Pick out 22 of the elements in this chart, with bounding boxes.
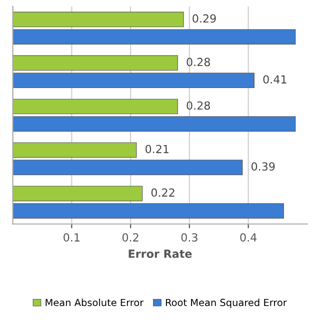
bar — [12, 55, 178, 71]
bar — [12, 98, 178, 114]
legend-label: Root Mean Squared Error — [166, 298, 287, 308]
x-tick-label: 0.1 — [64, 233, 80, 242]
data-label: 0.28 — [186, 58, 210, 66]
data-label: 0.22 — [151, 188, 174, 197]
data-label: 0.28 — [186, 101, 210, 110]
legend-label: Mean Absolute Error — [46, 298, 144, 306]
bar — [12, 12, 184, 28]
x-tick-label: 0.4 — [240, 233, 257, 242]
data-label: 0.21 — [146, 144, 168, 154]
x-axis-title: Error Rate — [128, 250, 192, 258]
bar — [12, 29, 296, 45]
data-label: 0.39 — [252, 162, 275, 171]
bar — [12, 160, 243, 176]
bar — [12, 116, 296, 132]
x-tick-label: 0.2 — [122, 233, 138, 242]
data-label: 0.29 — [192, 14, 216, 23]
bar — [12, 142, 137, 158]
bar — [12, 72, 254, 88]
x-tick-label: 0.3 — [181, 233, 198, 242]
data-label: 0.41 — [263, 75, 286, 84]
